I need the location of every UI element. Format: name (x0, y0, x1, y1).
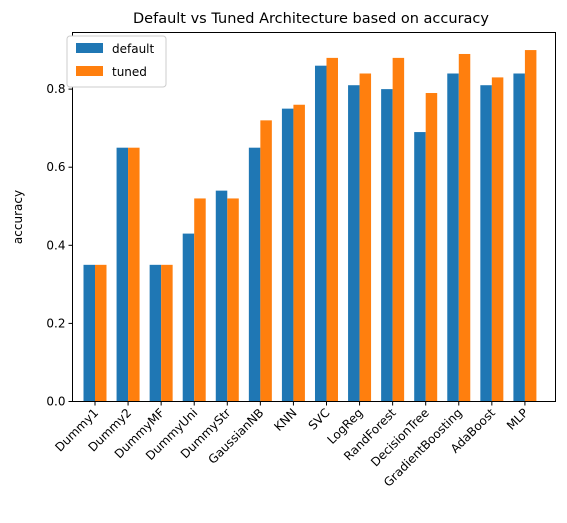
bar-tuned-SVC (326, 57, 338, 402)
bars-layer (83, 50, 537, 402)
bar-default-GaussianNB (248, 147, 261, 402)
x-tick-label: MLP (504, 406, 531, 433)
bar-tuned-GradientBoosting (458, 53, 471, 402)
bar-tuned-LogReg (359, 73, 372, 402)
bar-default-Dummy2 (116, 147, 129, 402)
bar-tuned-GaussianNB (260, 120, 272, 402)
legend: default tuned (66, 35, 167, 88)
bar-tuned-DummyStr (227, 198, 239, 402)
bar-default-RandForest (381, 89, 393, 402)
y-tick-label: 0.2 (46, 316, 65, 330)
y-tick-label: 0.4 (46, 238, 65, 252)
legend-label-default: default (112, 42, 155, 56)
bar-tuned-DummyUni (194, 198, 206, 402)
bar-default-AdaBoost (480, 85, 492, 402)
bar-default-DummyUni (182, 233, 195, 402)
y-axis-label: accuracy (11, 190, 25, 244)
x-tick-label: SVC (306, 406, 333, 433)
x-tick-label: KNN (271, 406, 299, 434)
bar-default-GradientBoosting (447, 73, 459, 402)
bar-tuned-AdaBoost (491, 77, 504, 402)
bar-tuned-Dummy2 (128, 147, 140, 402)
y-tick-label: 0.8 (46, 82, 65, 96)
bar-tuned-MLP (524, 50, 537, 402)
bar-tuned-Dummy1 (95, 264, 107, 402)
y-tick-label: 0.0 (46, 395, 65, 409)
bar-default-SVC (314, 65, 327, 402)
bar-tuned-DummyMF (161, 264, 173, 402)
y-axis: 0.0 0.2 0.4 0.6 0.8 (46, 82, 73, 409)
bar-default-DummyStr (215, 190, 228, 402)
bar-default-Dummy1 (83, 264, 95, 402)
bar-default-DummyMF (149, 264, 162, 402)
bar-default-KNN (281, 108, 294, 402)
bar-tuned-DecisionTree (425, 93, 438, 402)
chart-title: Default vs Tuned Architecture based on a… (133, 11, 489, 27)
bar-default-DecisionTree (414, 132, 426, 402)
bar-tuned-KNN (293, 104, 305, 402)
plot-frame (72, 32, 556, 402)
legend-swatch-tuned (76, 66, 103, 76)
x-axis: Dummy1Dummy2DummyMFDummyUniDummyStrGauss… (52, 401, 531, 490)
bar-tuned-RandForest (392, 57, 405, 402)
legend-swatch-default (76, 43, 103, 53)
bar-default-LogReg (348, 85, 360, 402)
y-tick-label: 0.6 (46, 160, 65, 174)
bar-default-MLP (513, 73, 525, 402)
legend-label-tuned: tuned (112, 65, 147, 79)
